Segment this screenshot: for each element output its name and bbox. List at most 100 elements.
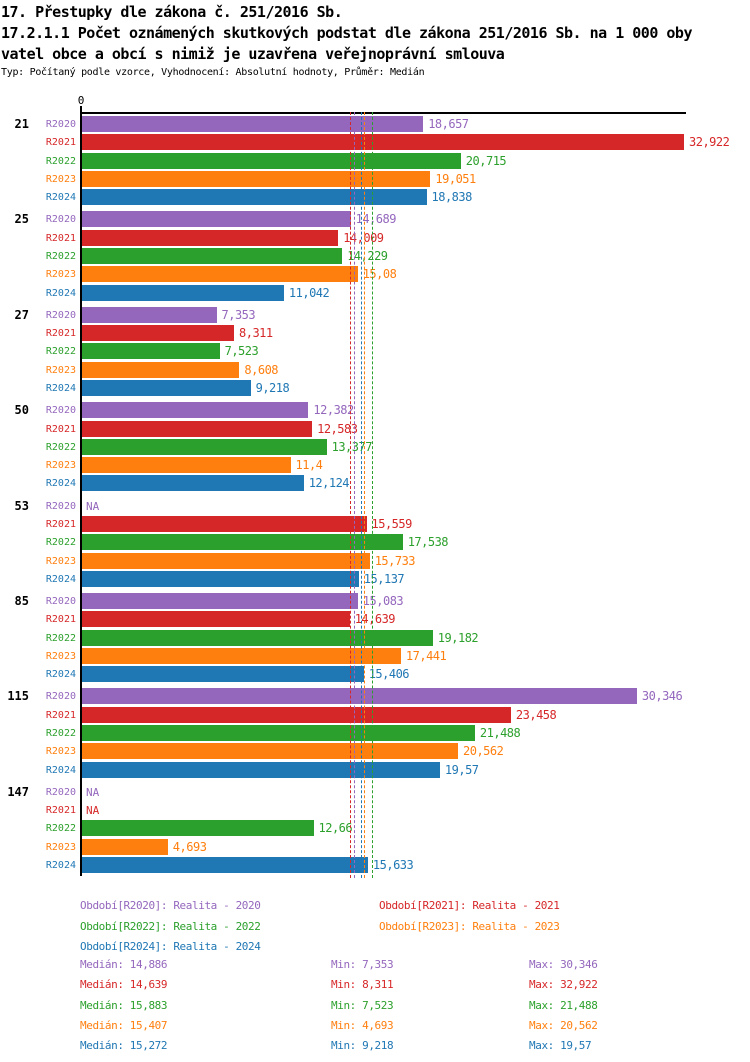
series-label: R2023	[45, 746, 76, 758]
value-label: 17,441	[405, 648, 447, 663]
series-label: R2022	[45, 346, 76, 358]
stat-max: Max: 32,922	[529, 978, 598, 992]
bar	[82, 666, 364, 683]
series-label: R2022	[45, 251, 76, 262]
stat-median: Medián: 14,886	[80, 958, 168, 971]
value-label: 14,009	[343, 230, 384, 245]
bar	[82, 266, 358, 283]
series-label: R2022	[45, 441, 76, 453]
series-label: R2023	[45, 650, 76, 662]
na-label: NA	[86, 785, 100, 799]
series-label: R2021	[45, 137, 76, 149]
bar	[82, 647, 401, 664]
na-label: NA	[86, 804, 100, 818]
bar	[82, 838, 168, 855]
series-label: R2023	[45, 841, 76, 853]
x-axis-zero-tick	[80, 106, 82, 112]
value-label: 15,559	[371, 516, 413, 531]
median-line	[372, 112, 374, 878]
series-label: R2022	[45, 537, 76, 549]
value-label: 7,523	[224, 344, 259, 359]
y-axis-line	[80, 112, 82, 876]
bar	[82, 420, 313, 437]
bar	[82, 515, 367, 532]
stat-min: Min: 7,353	[331, 958, 394, 971]
category-label: 27	[14, 307, 29, 322]
bar	[82, 134, 684, 151]
stat-max: Max: 20,562	[529, 1018, 598, 1032]
chart-subtitle-line1: 17.2.1.1 Počet oznámených skutkových pod…	[1, 24, 693, 42]
bar	[82, 229, 339, 246]
value-label: 23,458	[515, 707, 557, 722]
stat-median: Medián: 15,272	[80, 1039, 168, 1053]
value-label: 15,406	[368, 667, 410, 682]
series-label: R2024	[45, 287, 76, 299]
legend-item: Období[R2021]: Realita - 2021	[379, 899, 560, 912]
series-label: R2021	[45, 423, 76, 435]
bar	[82, 611, 350, 628]
bar	[82, 857, 368, 873]
bar	[82, 743, 458, 760]
stat-median: Medián: 15,883	[80, 998, 168, 1012]
value-label: 21,488	[479, 726, 521, 740]
bar	[82, 570, 359, 587]
series-label: R2021	[45, 614, 76, 626]
bar	[82, 211, 351, 228]
chart-title: 17. Přestupky dle zákona č. 251/2016 Sb.	[1, 3, 343, 21]
value-label: 12,124	[308, 476, 350, 491]
bar	[82, 688, 637, 705]
series-label: R2024	[45, 192, 76, 204]
value-label: 12,66	[318, 821, 353, 836]
value-label: 15,137	[363, 571, 405, 586]
series-label: R2023	[45, 555, 76, 567]
bar	[82, 725, 475, 741]
value-label: 8,608	[244, 362, 279, 377]
value-label: 11,4	[295, 458, 323, 473]
median-line	[349, 112, 351, 878]
series-label: R2022	[45, 155, 76, 167]
value-label: 18,657	[428, 117, 469, 131]
value-label: 8,311	[239, 326, 273, 341]
value-label: 4,693	[172, 839, 207, 854]
value-label: 19,182	[437, 630, 479, 645]
series-label: R2024	[45, 764, 76, 776]
value-label: 9,218	[255, 381, 290, 395]
category-label: 147	[7, 784, 29, 799]
value-label: 19,57	[444, 762, 479, 777]
value-label: 32,922	[689, 135, 730, 150]
bar	[82, 457, 291, 474]
bar	[82, 552, 370, 569]
bar	[82, 438, 327, 455]
chart-meta: Typ: Počítaný podle vzorce, Vyhodnocení:…	[1, 67, 425, 78]
median-line	[363, 112, 365, 878]
value-label: 18,838	[431, 190, 473, 205]
value-label: 15,08	[362, 267, 397, 282]
series-label: R2024	[45, 573, 76, 585]
value-label: 13,377	[331, 439, 373, 454]
category-label: 53	[14, 498, 29, 513]
legend-item: Období[R2023]: Realita - 2023	[379, 919, 560, 933]
bar	[82, 629, 433, 646]
category-label: 21	[14, 117, 29, 131]
value-label: 12,583	[317, 421, 358, 436]
series-label: R2022	[45, 823, 76, 835]
series-label: R2023	[45, 269, 76, 281]
median-line	[361, 112, 363, 878]
na-label: NA	[86, 499, 100, 513]
series-label: R2021	[45, 518, 76, 530]
bar	[82, 761, 440, 778]
bar	[82, 325, 234, 342]
stat-min: Min: 9,218	[331, 1039, 394, 1053]
stat-median: Medián: 15,407	[80, 1018, 168, 1032]
bar	[82, 706, 511, 723]
series-label: R2020	[45, 405, 76, 417]
value-label: 12,382	[313, 403, 354, 418]
legend-item: Období[R2020]: Realita - 2020	[80, 899, 261, 912]
series-label: R2022	[45, 632, 76, 644]
bar	[82, 402, 309, 419]
stat-max: Max: 30,346	[529, 958, 598, 971]
series-label: R2023	[45, 364, 76, 376]
series-label: R2024	[45, 478, 76, 490]
legend-item: Období[R2024]: Realita - 2024	[80, 940, 261, 953]
bar	[82, 820, 314, 837]
